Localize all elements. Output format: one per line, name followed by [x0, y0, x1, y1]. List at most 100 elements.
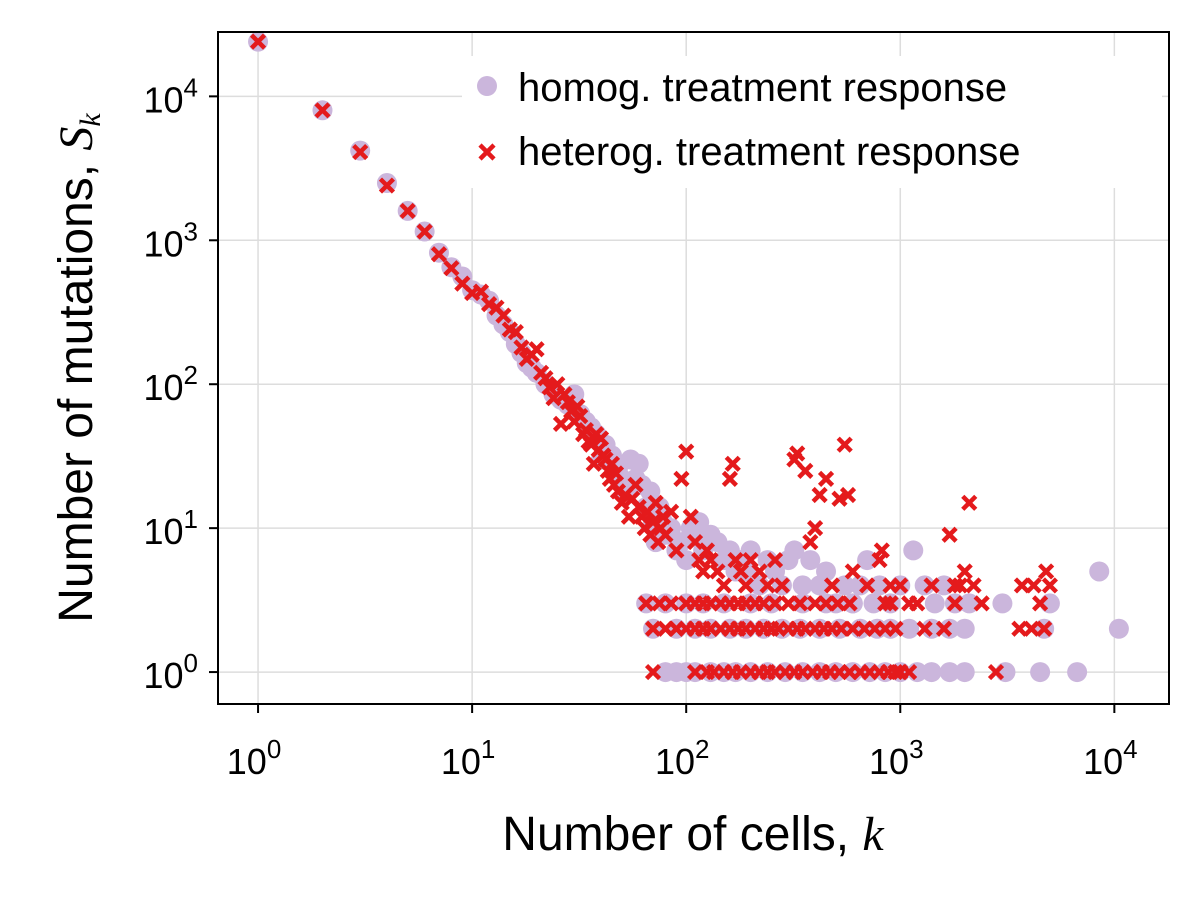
- axis-ticks: [209, 95, 1116, 713]
- data-point-homog: [924, 593, 945, 614]
- data-point-heterog: [709, 563, 726, 580]
- legend-marker-homog: [477, 76, 497, 96]
- data-point-heterog: [829, 595, 846, 612]
- legend-label-heterog: heterog. treatment response: [518, 130, 1021, 174]
- data-point-heterog: [663, 503, 680, 520]
- data-point-heterog: [841, 595, 858, 612]
- data-point-heterog: [766, 595, 784, 612]
- data-point-homog: [954, 618, 975, 639]
- data-point-heterog: [607, 465, 625, 482]
- data-point-heterog: [1011, 620, 1028, 637]
- data-point-heterog: [663, 595, 680, 612]
- data-point-heterog: [759, 577, 776, 594]
- series-heterog: [249, 33, 1059, 681]
- data-point-heterog: [644, 663, 662, 681]
- data-point-heterog: [399, 202, 416, 219]
- data-point-heterog: [791, 595, 809, 612]
- data-point-heterog: [721, 470, 738, 487]
- data-point-homog: [939, 662, 960, 683]
- data-point-heterog: [839, 486, 857, 504]
- data-point-heterog: [873, 542, 890, 559]
- data-point-heterog: [811, 486, 828, 504]
- data-point-heterog: [430, 246, 448, 263]
- y-tick-label: 103: [143, 216, 198, 264]
- data-point-heterog: [946, 577, 964, 594]
- data-point-heterog: [806, 520, 824, 537]
- data-point-heterog: [657, 526, 674, 543]
- data-point-homog: [992, 593, 1013, 614]
- data-point-heterog: [737, 577, 754, 594]
- y-tick-label: 101: [143, 504, 198, 552]
- x-tick-label: 103: [869, 734, 924, 782]
- data-point-heterog: [715, 577, 732, 594]
- data-point-homog: [1089, 561, 1110, 582]
- data-point-heterog: [352, 143, 369, 161]
- data-point-heterog: [831, 490, 848, 507]
- y-tick-labels: 100 101 102 103 104: [143, 72, 198, 696]
- data-point-homog: [628, 453, 649, 474]
- data-point-homog: [1108, 618, 1129, 639]
- data-point-homog: [792, 575, 813, 596]
- data-point-heterog: [495, 307, 512, 324]
- data-point-heterog: [528, 341, 545, 358]
- data-point-heterog: [965, 577, 982, 594]
- y-tick-label: 102: [143, 360, 198, 408]
- data-point-heterog: [817, 470, 835, 487]
- data-point-heterog: [1023, 620, 1040, 637]
- data-point-heterog: [727, 551, 744, 569]
- data-point-homog: [800, 550, 821, 571]
- data-point-heterog: [378, 177, 396, 194]
- data-point-heterog: [1025, 577, 1042, 594]
- plot-area: [248, 31, 1129, 683]
- data-point-homog: [903, 540, 924, 561]
- data-point-heterog: [472, 283, 490, 300]
- data-point-heterog: [537, 370, 554, 387]
- data-point-heterog: [1038, 563, 1055, 580]
- data-point-homog: [939, 618, 960, 639]
- data-point-heterog: [686, 663, 704, 681]
- data-point-heterog: [887, 620, 904, 637]
- data-point-homog: [1067, 662, 1088, 683]
- data-point-heterog: [678, 443, 695, 460]
- data-point-heterog: [836, 436, 853, 453]
- y-axis-title: Number of mutations, Sk: [50, 113, 107, 623]
- data-point-heterog: [789, 445, 806, 462]
- x-tick-labels: 100 101 102 103 104: [227, 734, 1138, 782]
- data-point-heterog: [673, 470, 690, 487]
- data-point-heterog: [416, 223, 433, 240]
- data-point-heterog: [941, 526, 958, 543]
- data-point-heterog: [882, 595, 899, 612]
- x-tick-label: 100: [227, 734, 282, 782]
- data-point-heterog: [572, 408, 589, 425]
- data-point-heterog: [923, 577, 940, 594]
- data-point-heterog: [973, 595, 990, 612]
- legend-background: [462, 56, 1162, 188]
- data-point-homog: [816, 561, 837, 582]
- data-point-heterog: [951, 577, 969, 594]
- data-point-heterog: [249, 33, 267, 50]
- plot-frame: [217, 31, 1170, 705]
- data-point-heterog: [892, 577, 909, 594]
- legend-marker-heterog: [478, 143, 496, 161]
- data-point-heterog: [802, 533, 819, 551]
- y-tick-label: 104: [143, 72, 198, 120]
- data-point-heterog: [859, 577, 876, 594]
- data-point-heterog: [901, 663, 918, 681]
- data-point-heterog: [638, 595, 655, 612]
- data-point-heterog: [751, 563, 768, 580]
- data-point-heterog: [545, 390, 562, 407]
- data-point-homog: [954, 662, 975, 683]
- data-point-heterog: [823, 577, 841, 594]
- data-point-heterog: [314, 102, 331, 119]
- data-point-heterog: [592, 430, 610, 447]
- data-point-heterog: [1036, 620, 1053, 637]
- data-point-heterog: [682, 508, 699, 525]
- data-point-heterog: [766, 551, 784, 569]
- data-point-heterog: [797, 462, 814, 479]
- x-tick-label: 102: [655, 734, 710, 782]
- data-point-heterog: [987, 663, 1005, 681]
- x-tick-label: 101: [441, 734, 496, 782]
- data-point-heterog: [844, 563, 861, 580]
- data-point-homog: [784, 540, 805, 561]
